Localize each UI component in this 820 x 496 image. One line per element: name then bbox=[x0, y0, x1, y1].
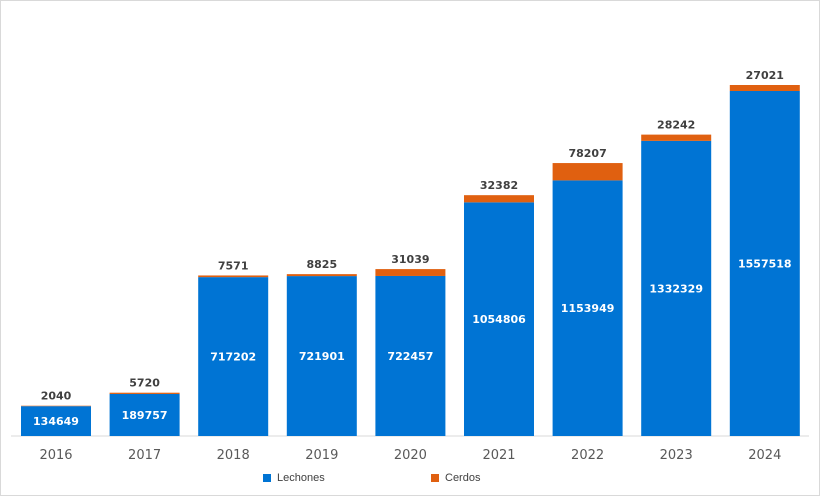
data-label-cerdos-2017: 5720 bbox=[129, 377, 160, 390]
x-tick-label-2022: 2022 bbox=[571, 448, 604, 463]
bar-lechones-2020 bbox=[375, 275, 446, 436]
bar-cerdos-2018 bbox=[198, 275, 269, 278]
data-label-lechones-2022: 1153949 bbox=[561, 302, 615, 315]
bar-lechones-2022 bbox=[552, 180, 623, 436]
x-tick-label-2020: 2020 bbox=[394, 448, 427, 463]
data-label-lechones-2023: 1332329 bbox=[649, 282, 703, 295]
bar-lechones-2016 bbox=[21, 406, 91, 436]
data-label-cerdos-2016: 2040 bbox=[41, 390, 72, 403]
bar-lechones-2019 bbox=[286, 276, 357, 436]
legend-item-lechones: Lechones bbox=[263, 472, 325, 484]
data-label-lechones-2020: 722457 bbox=[387, 350, 433, 363]
data-label-lechones-2021: 1054806 bbox=[472, 313, 526, 326]
bar-cerdos-2017 bbox=[109, 392, 180, 394]
bar-lechones-2017 bbox=[109, 393, 180, 436]
bar-lechones-2021 bbox=[464, 202, 534, 436]
data-label-lechones-2017: 189757 bbox=[122, 409, 168, 422]
bar-cerdos-2024 bbox=[729, 85, 800, 91]
data-label-lechones-2019: 721901 bbox=[299, 350, 345, 363]
bar-lechones-2018 bbox=[198, 277, 269, 436]
data-label-lechones-2016: 134649 bbox=[33, 415, 79, 428]
bar-cerdos-2022 bbox=[552, 163, 623, 181]
x-tick-label-2019: 2019 bbox=[305, 448, 338, 463]
data-label-cerdos-2019: 8825 bbox=[306, 258, 337, 271]
x-tick-label-2018: 2018 bbox=[217, 448, 250, 463]
bar-cerdos-2019 bbox=[286, 274, 357, 277]
data-label-lechones-2024: 1557518 bbox=[738, 257, 792, 270]
data-label-cerdos-2022: 78207 bbox=[568, 147, 606, 160]
data-label-cerdos-2020: 31039 bbox=[391, 253, 429, 266]
bar-lechones-2023 bbox=[641, 140, 712, 436]
x-tick-label-2016: 2016 bbox=[39, 448, 72, 463]
bar-cerdos-2021 bbox=[464, 195, 534, 203]
bar-lechones-2024 bbox=[729, 90, 800, 437]
x-tick-label-2021: 2021 bbox=[482, 448, 515, 463]
x-tick-label-2023: 2023 bbox=[660, 448, 693, 463]
bar-cerdos-2020 bbox=[375, 269, 446, 276]
data-label-cerdos-2023: 28242 bbox=[657, 119, 695, 132]
legend-swatch-cerdos bbox=[431, 474, 439, 482]
x-tick-label-2024: 2024 bbox=[748, 448, 781, 463]
data-label-cerdos-2024: 27021 bbox=[746, 69, 784, 82]
data-label-cerdos-2021: 32382 bbox=[480, 179, 518, 192]
data-label-cerdos-2018: 7571 bbox=[218, 259, 249, 272]
x-tick-label-2017: 2017 bbox=[128, 448, 161, 463]
legend-label: Lechones bbox=[277, 472, 325, 484]
bar-cerdos-2023 bbox=[641, 134, 712, 141]
legend-item-cerdos: Cerdos bbox=[431, 472, 480, 484]
data-label-lechones-2018: 717202 bbox=[210, 351, 256, 364]
legend-label: Cerdos bbox=[445, 472, 481, 484]
legend-swatch-lechones bbox=[263, 474, 271, 482]
